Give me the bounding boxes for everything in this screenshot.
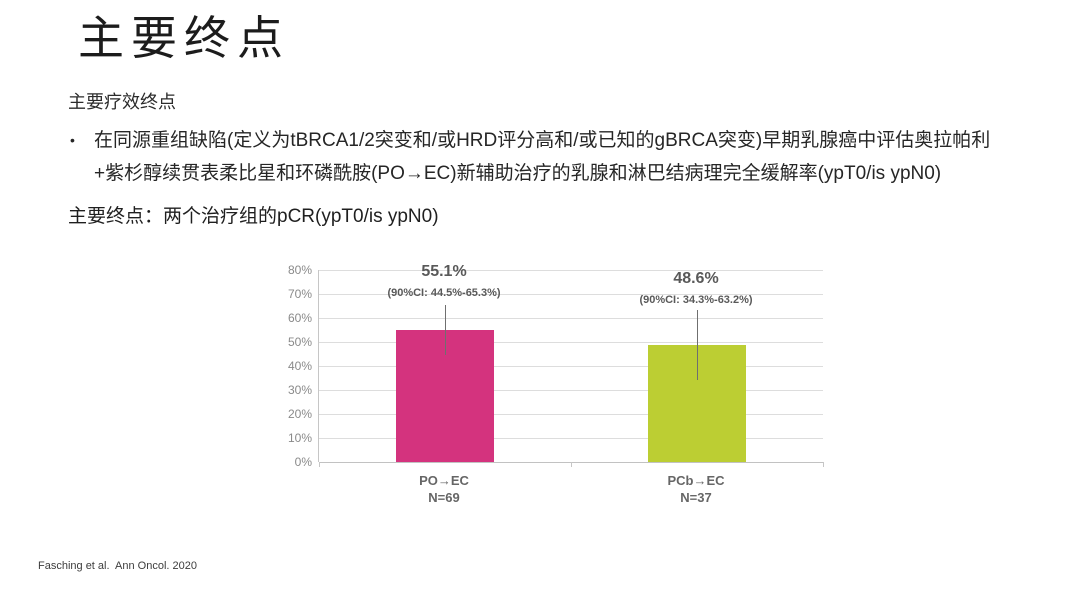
- gridline: [319, 294, 823, 295]
- bullet-text: 在同源重组缺陷(定义为tBRCA1/2突变和/或HRD评分高和/或已知的gBRC…: [94, 124, 990, 190]
- gridline: [319, 438, 823, 439]
- category-name: PO→EC: [419, 473, 469, 488]
- pcr-bar-chart: 0% 10% 20% 30% 40% 50% 60% 70% 80% 55.1% (90%CI: 4…: [280, 256, 890, 522]
- gridline: [319, 270, 823, 271]
- bar-value-label: 48.6%: [673, 270, 719, 287]
- axis-boundary-tick: [571, 462, 572, 467]
- x-category-label: PO→EC N=69: [334, 472, 554, 506]
- ci-error-whisker: [697, 310, 698, 380]
- y-tick-label: 80%: [287, 263, 312, 277]
- gridline: [319, 342, 823, 343]
- bar-value-label: 55.1%: [421, 263, 467, 280]
- slide-title: 主要终点: [78, 11, 290, 65]
- gridline: [319, 318, 823, 319]
- citation: Fasching et al. Ann Oncol. 2020: [38, 560, 197, 572]
- ci-error-whisker: [445, 305, 446, 356]
- x-category-label: PCb→EC N=37: [586, 472, 806, 506]
- bar-label-group: 55.1% (90%CI: 44.5%-65.3%): [334, 262, 554, 300]
- y-tick-label: 20%: [287, 407, 312, 421]
- primary-endpoint-statement: 主要终点：两个治疗组的pCR(ypT0/is ypN0): [68, 206, 439, 227]
- bullet-item: • 在同源重组缺陷(定义为tBRCA1/2突变和/或HRD评分高和/或已知的gB…: [70, 124, 1035, 190]
- y-tick-label: 50%: [287, 335, 312, 349]
- y-tick-label: 40%: [287, 359, 312, 373]
- y-tick-label: 10%: [287, 431, 312, 445]
- plot-area: [318, 270, 824, 467]
- bar-ci-label: (90%CI: 44.5%-65.3%): [387, 287, 501, 299]
- gridline: [319, 390, 823, 391]
- bullet-text-line-1: 在同源重组缺陷(定义为tBRCA1/2突变和/或HRD评分高和/或已知的gBRC…: [94, 130, 991, 151]
- bullet-text-line-2: +紫杉醇续贯表柔比星和环磷酰胺(PO→EC)新辅助治疗的乳腺和淋巴结病理完全缓解…: [94, 163, 942, 184]
- slide-subtitle: 主要疗效终点: [68, 92, 176, 112]
- y-tick-label: 70%: [287, 287, 312, 301]
- sample-size: N=37: [680, 490, 712, 505]
- y-tick-label: 60%: [287, 311, 312, 325]
- gridline: [319, 414, 823, 415]
- category-name: PCb→EC: [667, 473, 725, 488]
- bar-label-group: 48.6% (90%CI: 34.3%-63.2%): [586, 269, 806, 307]
- y-tick-label: 30%: [287, 383, 312, 397]
- bullet-icon: •: [70, 132, 75, 148]
- bar-ci-label: (90%CI: 34.3%-63.2%): [639, 294, 753, 306]
- axis-boundary-tick: [823, 462, 824, 467]
- sample-size: N=69: [428, 490, 460, 505]
- gridline: [319, 366, 823, 367]
- y-tick-label: 0%: [294, 455, 312, 469]
- axis-boundary-tick: [319, 462, 320, 467]
